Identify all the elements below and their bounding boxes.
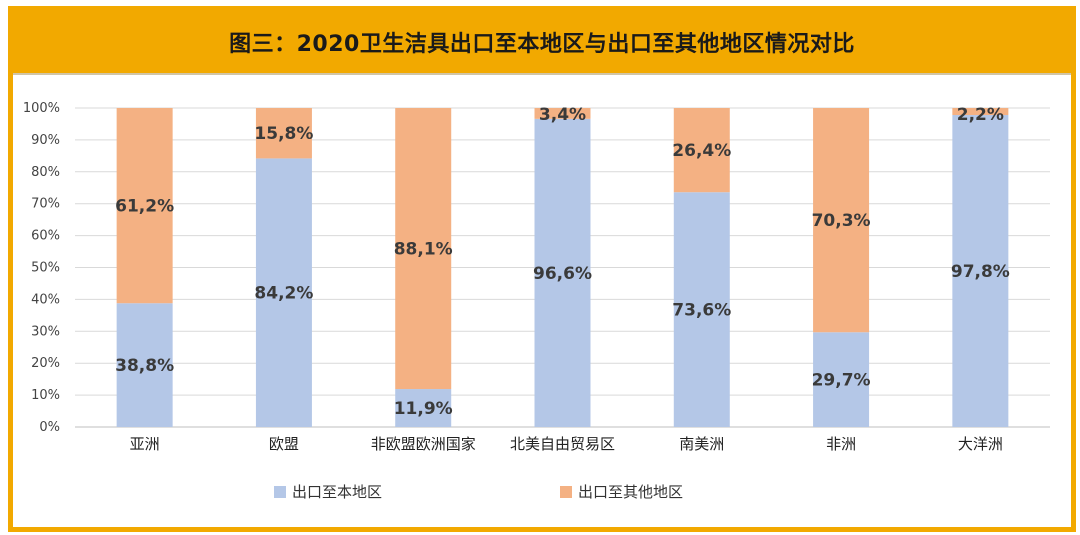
y-tick-label: 60% <box>31 229 60 244</box>
data-label: 96,6% <box>533 264 592 284</box>
data-label: 26,4% <box>672 141 731 161</box>
category-label: 北美自由贸易区 <box>510 435 615 453</box>
y-tick-label: 100% <box>23 101 60 116</box>
y-tick-label: 40% <box>31 292 60 307</box>
legend-swatch <box>560 486 572 498</box>
y-tick-label: 30% <box>31 324 60 339</box>
bar-segment-other <box>952 108 1009 116</box>
y-tick-label: 0% <box>39 420 60 435</box>
y-tick-label: 10% <box>31 388 60 403</box>
y-tick-label: 70% <box>31 197 60 212</box>
legend-label: 出口至本地区 <box>292 483 382 501</box>
data-label: 38,8% <box>115 356 174 376</box>
bar-segment-local <box>395 389 452 427</box>
bar-segment-other <box>255 108 312 159</box>
bar-segment-local <box>534 118 591 427</box>
category-label: 南美洲 <box>679 435 724 453</box>
y-tick-label: 80% <box>31 165 60 180</box>
bar-segment-local <box>813 332 870 427</box>
bar-segment-local <box>952 115 1009 427</box>
bar-segment-other <box>673 108 730 193</box>
category-label: 非洲 <box>826 435 856 453</box>
category-label: 大洋洲 <box>958 435 1003 453</box>
bar-segment-local <box>255 158 312 428</box>
y-tick-label: 50% <box>31 261 60 276</box>
y-tick-label: 20% <box>31 356 60 371</box>
data-label: 11,9% <box>394 399 453 419</box>
bar-segment-local <box>116 303 173 427</box>
category-label: 欧盟 <box>269 435 299 453</box>
bar-segment-other <box>813 108 870 333</box>
legend-label: 出口至其他地区 <box>578 483 683 501</box>
title-bar: 图三：2020卫生洁具出口至本地区与出口至其他地区情况对比 <box>13 11 1071 73</box>
data-label: 61,2% <box>115 197 174 217</box>
title-divider <box>13 73 1071 75</box>
y-tick-label: 90% <box>31 133 60 148</box>
chart-frame: 图三：2020卫生洁具出口至本地区与出口至其他地区情况对比 <box>8 6 1076 532</box>
bar-segment-local <box>673 192 730 427</box>
bar-segment-other <box>534 108 591 119</box>
data-label: 84,2% <box>254 284 313 304</box>
category-label: 亚洲 <box>130 435 160 453</box>
chart-title: 图三：2020卫生洁具出口至本地区与出口至其他地区情况对比 <box>229 32 855 57</box>
data-label: 29,7% <box>812 371 871 391</box>
data-label: 88,1% <box>394 240 453 260</box>
category-label: 非欧盟欧洲国家 <box>371 435 476 453</box>
data-label: 97,8% <box>951 262 1010 282</box>
data-label: 3,4% <box>539 105 586 125</box>
data-label: 2,2% <box>957 105 1004 125</box>
data-label: 70,3% <box>812 211 871 231</box>
data-label: 15,8% <box>254 124 313 144</box>
data-label: 73,6% <box>672 301 731 321</box>
legend-swatch <box>274 486 286 498</box>
bar-segment-other <box>395 108 452 390</box>
bar-segment-other <box>116 108 173 304</box>
